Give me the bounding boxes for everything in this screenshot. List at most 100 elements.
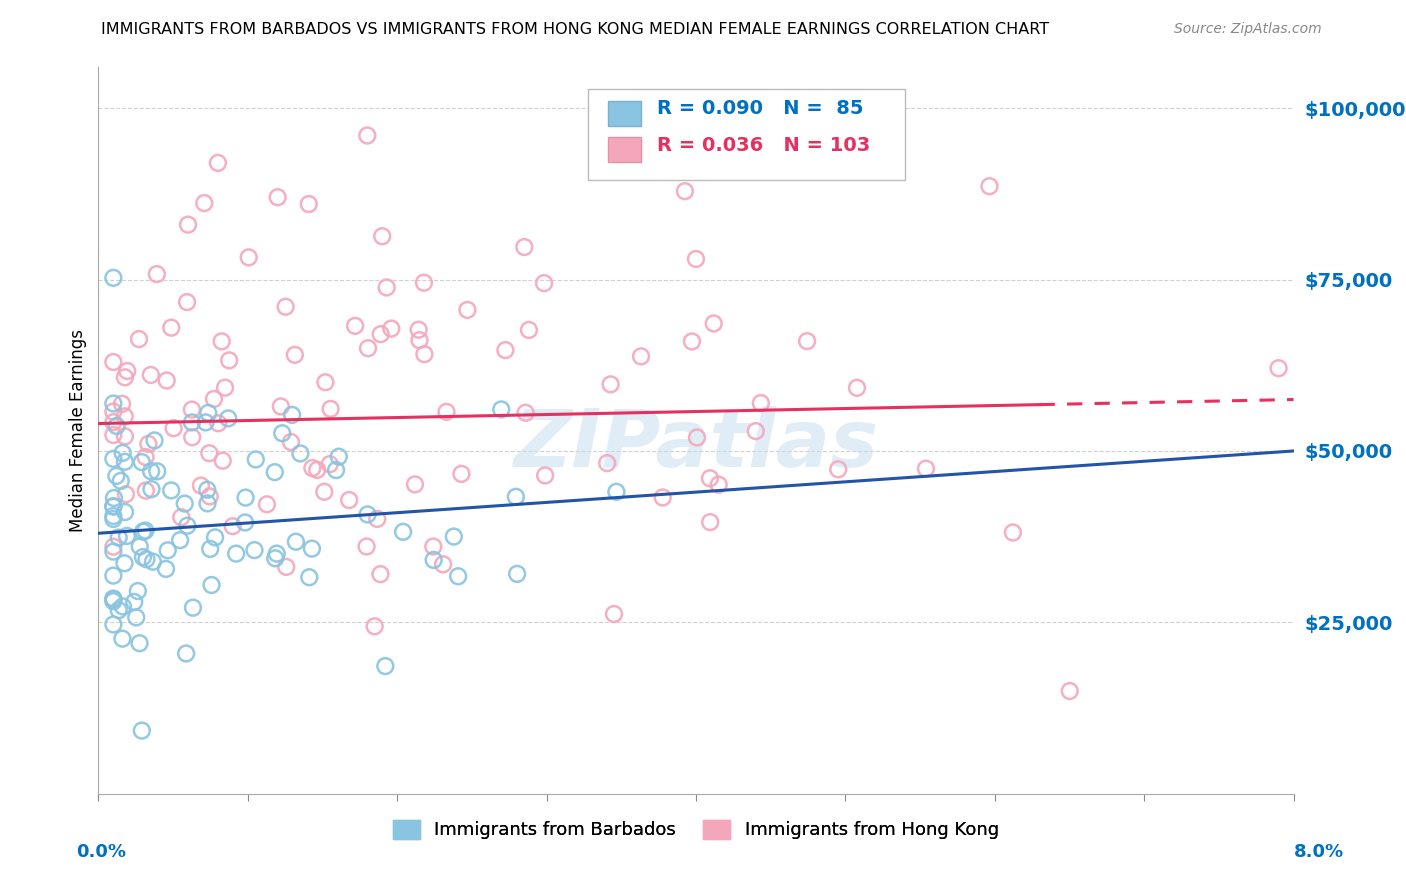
Point	[357, 341, 380, 355]
Point	[128, 540, 150, 554]
Point	[103, 499, 125, 513]
Point	[198, 446, 221, 460]
Point	[142, 555, 165, 569]
Point	[356, 540, 378, 554]
Point	[443, 530, 465, 544]
Point	[392, 524, 415, 539]
Point	[177, 218, 200, 232]
Y-axis label: Median Female Earnings: Median Female Earnings	[69, 329, 87, 532]
Point	[200, 578, 222, 592]
Point	[143, 434, 166, 448]
Point	[132, 550, 155, 565]
Point	[243, 543, 266, 558]
Point	[169, 533, 191, 548]
Point	[103, 491, 125, 505]
Point	[160, 320, 183, 334]
Point	[115, 487, 138, 501]
Point	[103, 355, 125, 369]
Point	[256, 497, 278, 511]
Point	[155, 562, 177, 576]
Point	[651, 491, 673, 505]
Point	[1001, 525, 1024, 540]
Point	[114, 556, 136, 570]
Point	[114, 429, 136, 443]
Point	[266, 547, 288, 561]
Point	[111, 632, 134, 646]
Point	[422, 540, 444, 554]
Point	[506, 566, 529, 581]
Point	[681, 334, 703, 349]
Point	[197, 406, 219, 420]
Point	[298, 570, 321, 584]
Point	[115, 529, 138, 543]
Point	[114, 505, 136, 519]
Text: 0.0%: 0.0%	[76, 843, 127, 861]
FancyBboxPatch shape	[607, 101, 641, 126]
Point	[408, 323, 430, 337]
Point	[103, 428, 125, 442]
Point	[238, 251, 260, 265]
Point	[198, 490, 221, 504]
Point	[107, 531, 129, 545]
Point	[515, 406, 537, 420]
Point	[217, 411, 239, 425]
Point	[356, 508, 378, 522]
Point	[211, 334, 233, 349]
Point	[194, 416, 217, 430]
Point	[673, 184, 696, 198]
Point	[105, 419, 128, 434]
Point	[131, 455, 153, 469]
Text: ZIPatlas: ZIPatlas	[513, 406, 879, 484]
Point	[745, 424, 768, 438]
Text: 8.0%: 8.0%	[1294, 843, 1344, 861]
Point	[491, 402, 513, 417]
Point	[533, 276, 555, 290]
Point	[200, 541, 222, 556]
FancyBboxPatch shape	[607, 137, 641, 162]
Point	[375, 280, 398, 294]
Point	[404, 477, 426, 491]
Point	[103, 508, 125, 523]
Point	[132, 524, 155, 539]
Point	[599, 377, 621, 392]
Point	[214, 381, 236, 395]
Point	[370, 567, 392, 582]
Point	[103, 544, 125, 558]
Point	[686, 430, 709, 444]
Point	[160, 483, 183, 498]
Point	[103, 592, 125, 607]
Point	[534, 468, 557, 483]
Point	[114, 455, 136, 469]
Point	[319, 457, 342, 471]
Point	[181, 430, 204, 444]
Point	[513, 240, 536, 254]
Point	[103, 512, 125, 526]
Point	[103, 500, 125, 514]
Point	[197, 496, 219, 510]
Point	[135, 450, 157, 464]
Point	[314, 376, 336, 390]
Point	[517, 323, 540, 337]
Point	[135, 483, 157, 498]
Point	[103, 591, 125, 606]
Point	[270, 400, 292, 414]
Point	[281, 408, 304, 422]
FancyBboxPatch shape	[589, 88, 905, 179]
Point	[408, 333, 430, 347]
Point	[103, 451, 125, 466]
Point	[301, 541, 323, 556]
Point	[749, 396, 772, 410]
Point	[280, 435, 302, 450]
Point	[413, 347, 436, 361]
Point	[135, 552, 157, 566]
Point	[915, 461, 938, 475]
Point	[245, 452, 267, 467]
Point	[204, 530, 226, 544]
Text: IMMIGRANTS FROM BARBADOS VS IMMIGRANTS FROM HONG KONG MEDIAN FEMALE EARNINGS COR: IMMIGRANTS FROM BARBADOS VS IMMIGRANTS F…	[101, 22, 1049, 37]
Point	[1267, 361, 1289, 376]
Point	[450, 467, 472, 481]
Point	[413, 276, 436, 290]
Point	[233, 516, 256, 530]
Point	[174, 647, 197, 661]
Point	[141, 464, 163, 478]
